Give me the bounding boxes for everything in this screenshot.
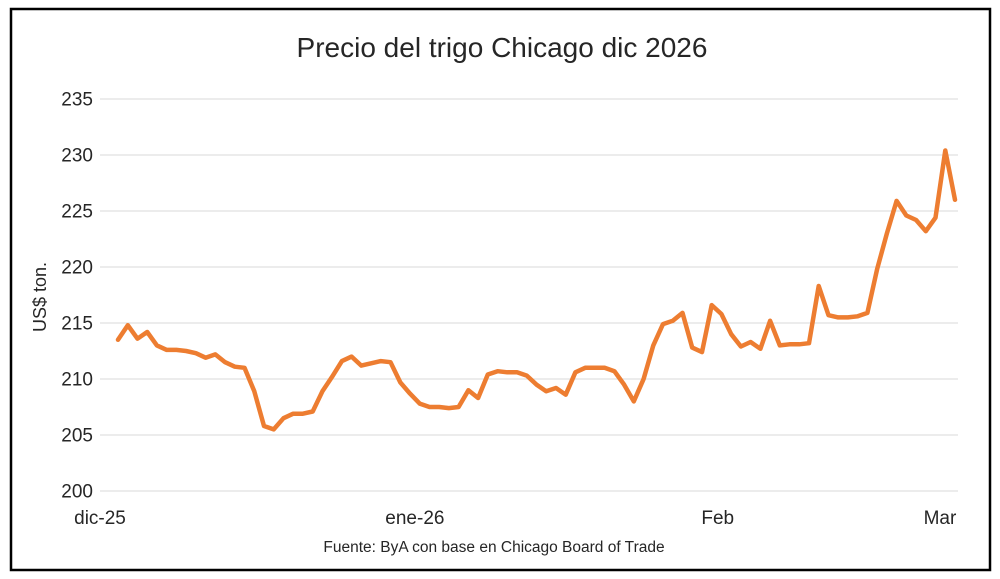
y-tick-label: 200 [61, 482, 93, 503]
x-tick-label: Feb [701, 508, 734, 529]
gridlines [100, 98, 958, 492]
x-tick-label: Mar [924, 508, 957, 529]
x-tick-labels: dic-25 ene-26 Feb Mar [74, 508, 957, 529]
y-tick-label: 205 [61, 426, 93, 447]
chart-border [9, 7, 992, 572]
chart-title: Precio del trigo Chicago dic 2026 [297, 32, 708, 63]
y-tick-label: 210 [61, 370, 93, 391]
y-tick-label: 220 [61, 258, 93, 279]
price-line-series [115, 148, 958, 432]
y-tick-label: 215 [61, 314, 93, 335]
x-tick-label: dic-25 [74, 508, 126, 529]
source-note: Fuente: ByA con base en Chicago Board of… [323, 539, 664, 556]
y-tick-label: 230 [61, 146, 93, 167]
y-tick-label: 235 [61, 90, 93, 111]
y-tick-labels: 235 230 225 220 215 210 205 200 [61, 90, 93, 503]
x-tick-label: ene-26 [385, 508, 444, 529]
y-tick-label: 225 [61, 202, 93, 223]
y-axis-title: US$ ton. [30, 262, 50, 332]
